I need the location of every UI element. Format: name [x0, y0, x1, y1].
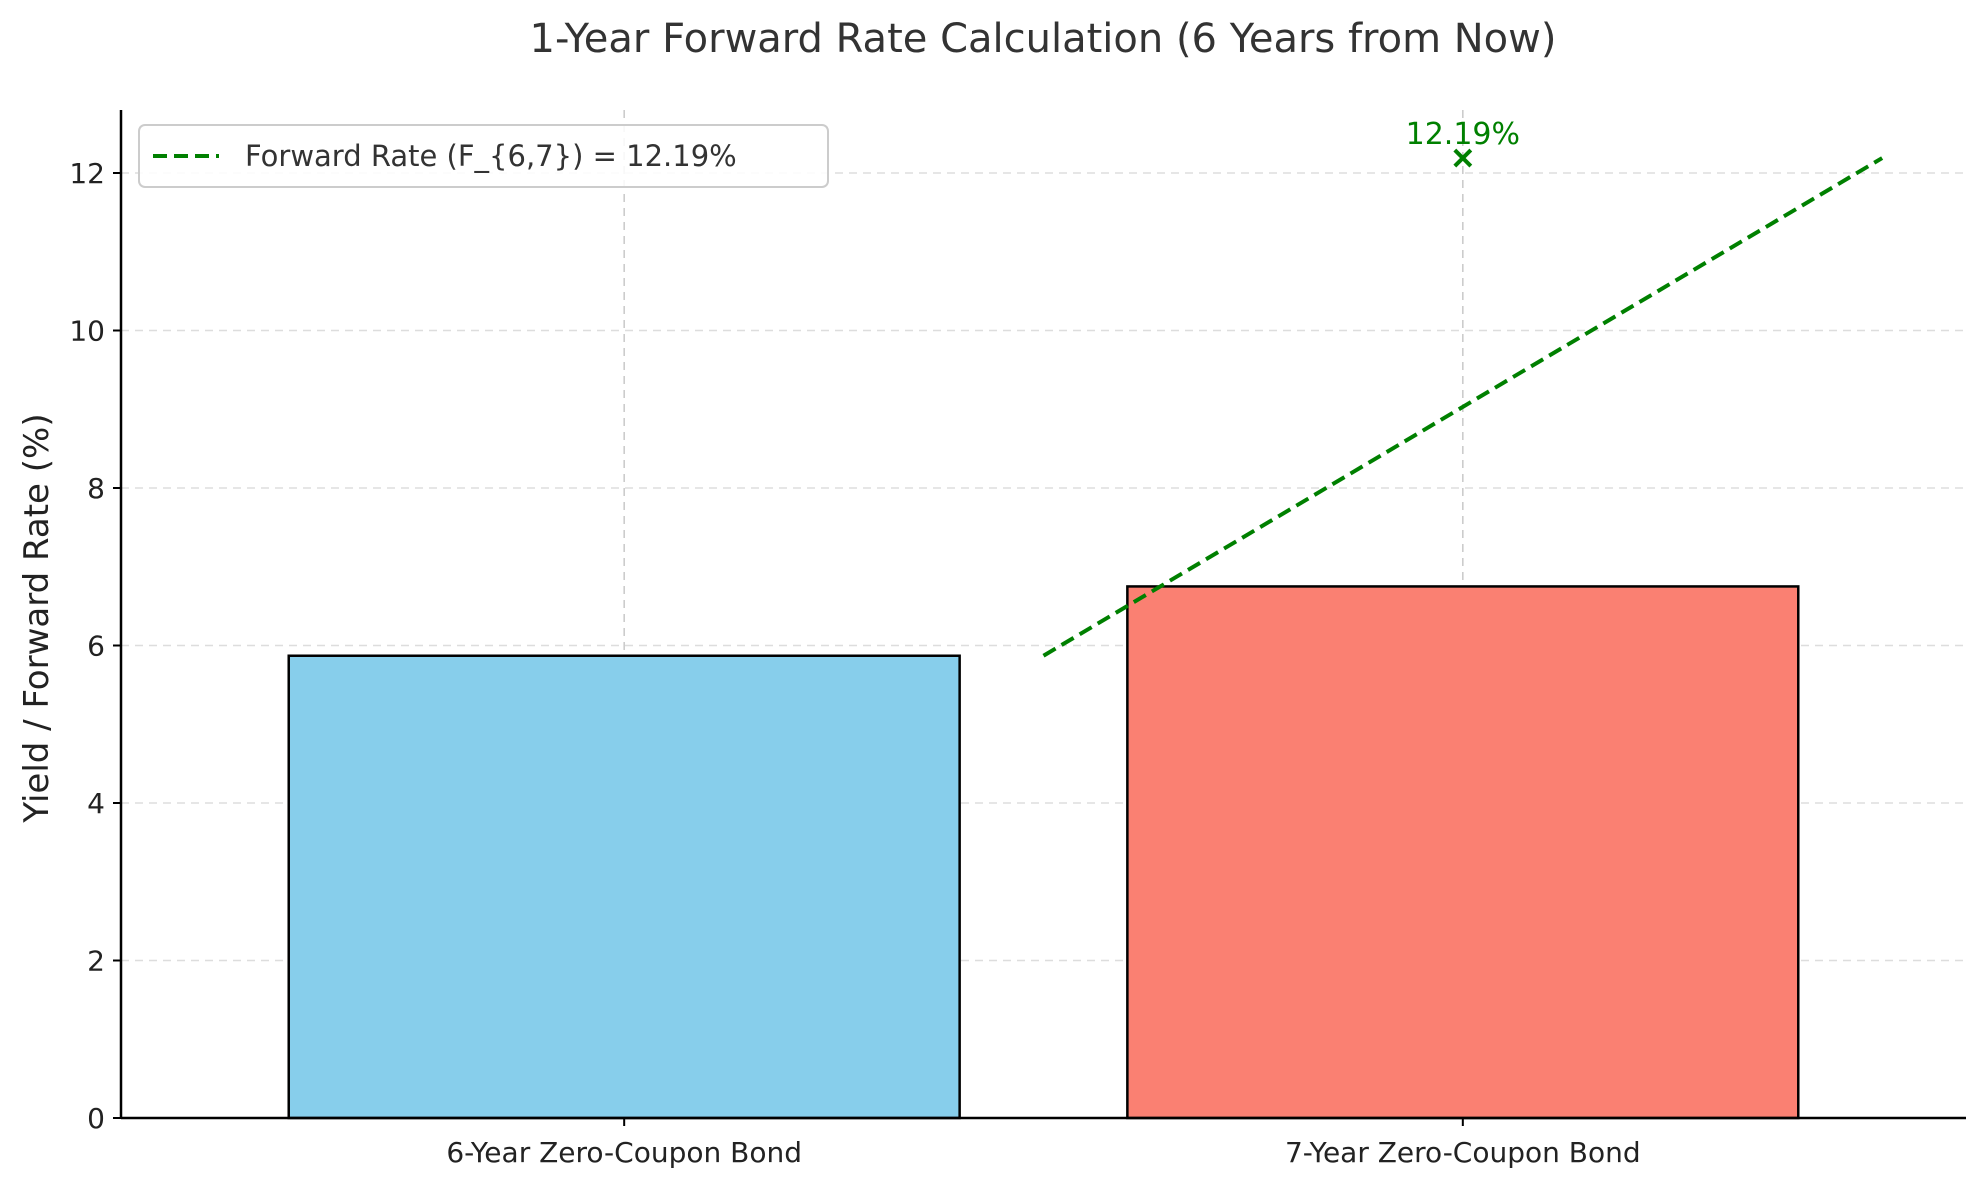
bar — [1126, 585, 1800, 1120]
forward-rate-marker — [1453, 148, 1473, 168]
forward-rate-line — [1042, 156, 1884, 658]
forward-rate-series: 12.19% — [1042, 117, 1884, 658]
y-tick-label: 4 — [87, 787, 105, 820]
y-tick-label: 12 — [69, 157, 105, 190]
bars — [287, 585, 1800, 1120]
marker-stroke — [1453, 148, 1473, 168]
x-tick-label: 6-Year Zero-Coupon Bond — [446, 1136, 802, 1169]
y-tick-label: 8 — [87, 472, 105, 505]
chart-title: 1-Year Forward Rate Calculation (6 Years… — [530, 16, 1557, 62]
legend-entry: Forward Rate (F_{6,7}) = 12.19% — [245, 139, 737, 173]
y-tick-label: 6 — [87, 630, 105, 663]
axes — [113, 110, 1966, 1126]
y-tick-label: 10 — [69, 315, 105, 348]
y-tick-label: 0 — [87, 1102, 105, 1135]
y-tick-label: 2 — [87, 945, 105, 978]
legend: Forward Rate (F_{6,7}) = 12.19% — [138, 124, 829, 188]
tick-labels: 0 2 4 6 8 10 12 6-Year Zero-Coupon Bond 7-Year Z… — [69, 157, 1640, 1169]
bar — [287, 654, 961, 1120]
y-axis-label: Yield / Forward Rate (%) — [17, 413, 57, 823]
x-tick-label: 7-Year Zero-Coupon Bond — [1285, 1136, 1641, 1169]
forward-rate-annotation: 12.19% — [1406, 117, 1520, 152]
legend-box — [138, 124, 829, 188]
